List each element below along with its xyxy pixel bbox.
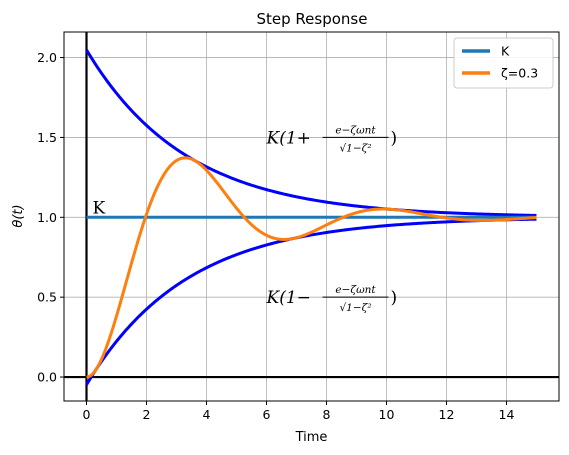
formula-numerator-upper: e−ζωnt	[335, 124, 376, 136]
formula-denominator-upper: √1−ζ²	[339, 142, 371, 154]
legend-label-1: ζ=0.3	[501, 66, 538, 81]
y-tick-label-2: 1.0	[37, 210, 57, 225]
y-tick-label-0: 0.0	[37, 370, 57, 385]
envelope-formula-lower: K(1− e−ζωnt √1−ζ²)	[266, 284, 398, 314]
legend: Kζ=0.3	[453, 37, 554, 89]
series-line-upper-envelope	[85, 49, 537, 217]
x-tick-label-7: 14	[499, 407, 515, 422]
x-tick-label-3: 6	[263, 407, 271, 422]
formula-prefix-lower: K(1−	[266, 288, 311, 308]
plot-frame	[63, 31, 560, 402]
series-line-step-response	[86, 156, 537, 379]
x-tick-label-5: 10	[379, 407, 395, 422]
x-tick-label-2: 4	[203, 407, 211, 422]
y-tick-label-1: 0.5	[37, 290, 57, 305]
x-tick-label-0: 0	[83, 407, 91, 422]
formula-prefix-upper: K(1+	[266, 128, 311, 148]
y-axis-label: θ(t)	[11, 204, 26, 227]
formula-close-lower: )	[391, 288, 398, 308]
formula-numerator-lower: e−ζωnt	[335, 284, 376, 296]
series-line-lower-envelope	[85, 217, 537, 386]
x-tick-label-4: 8	[323, 407, 331, 422]
annotations: K K(1+ e−ζωnt √1−ζ²) K(1− e−ζωnt √1−ζ²)	[93, 124, 398, 314]
y-tick-label-3: 1.5	[37, 130, 57, 145]
x-tick-label-6: 12	[439, 407, 455, 422]
series-group	[85, 49, 537, 386]
y-tick-label-4: 2.0	[37, 50, 57, 65]
envelope-formula-upper: K(1+ e−ζωnt √1−ζ²)	[266, 124, 398, 154]
x-axis-label: Time	[295, 430, 328, 445]
ticks: 0 2 4 6 8 10 12 14 0.0 0.5 1.0 1.5 2.0	[37, 50, 514, 422]
legend-label-0: K	[501, 44, 510, 59]
formula-close-upper: )	[391, 128, 398, 148]
k-label: K	[93, 199, 106, 219]
x-tick-label-1: 2	[143, 407, 151, 422]
formula-denominator-lower: √1−ζ²	[339, 302, 371, 314]
chart-title: Step Response	[257, 10, 368, 28]
